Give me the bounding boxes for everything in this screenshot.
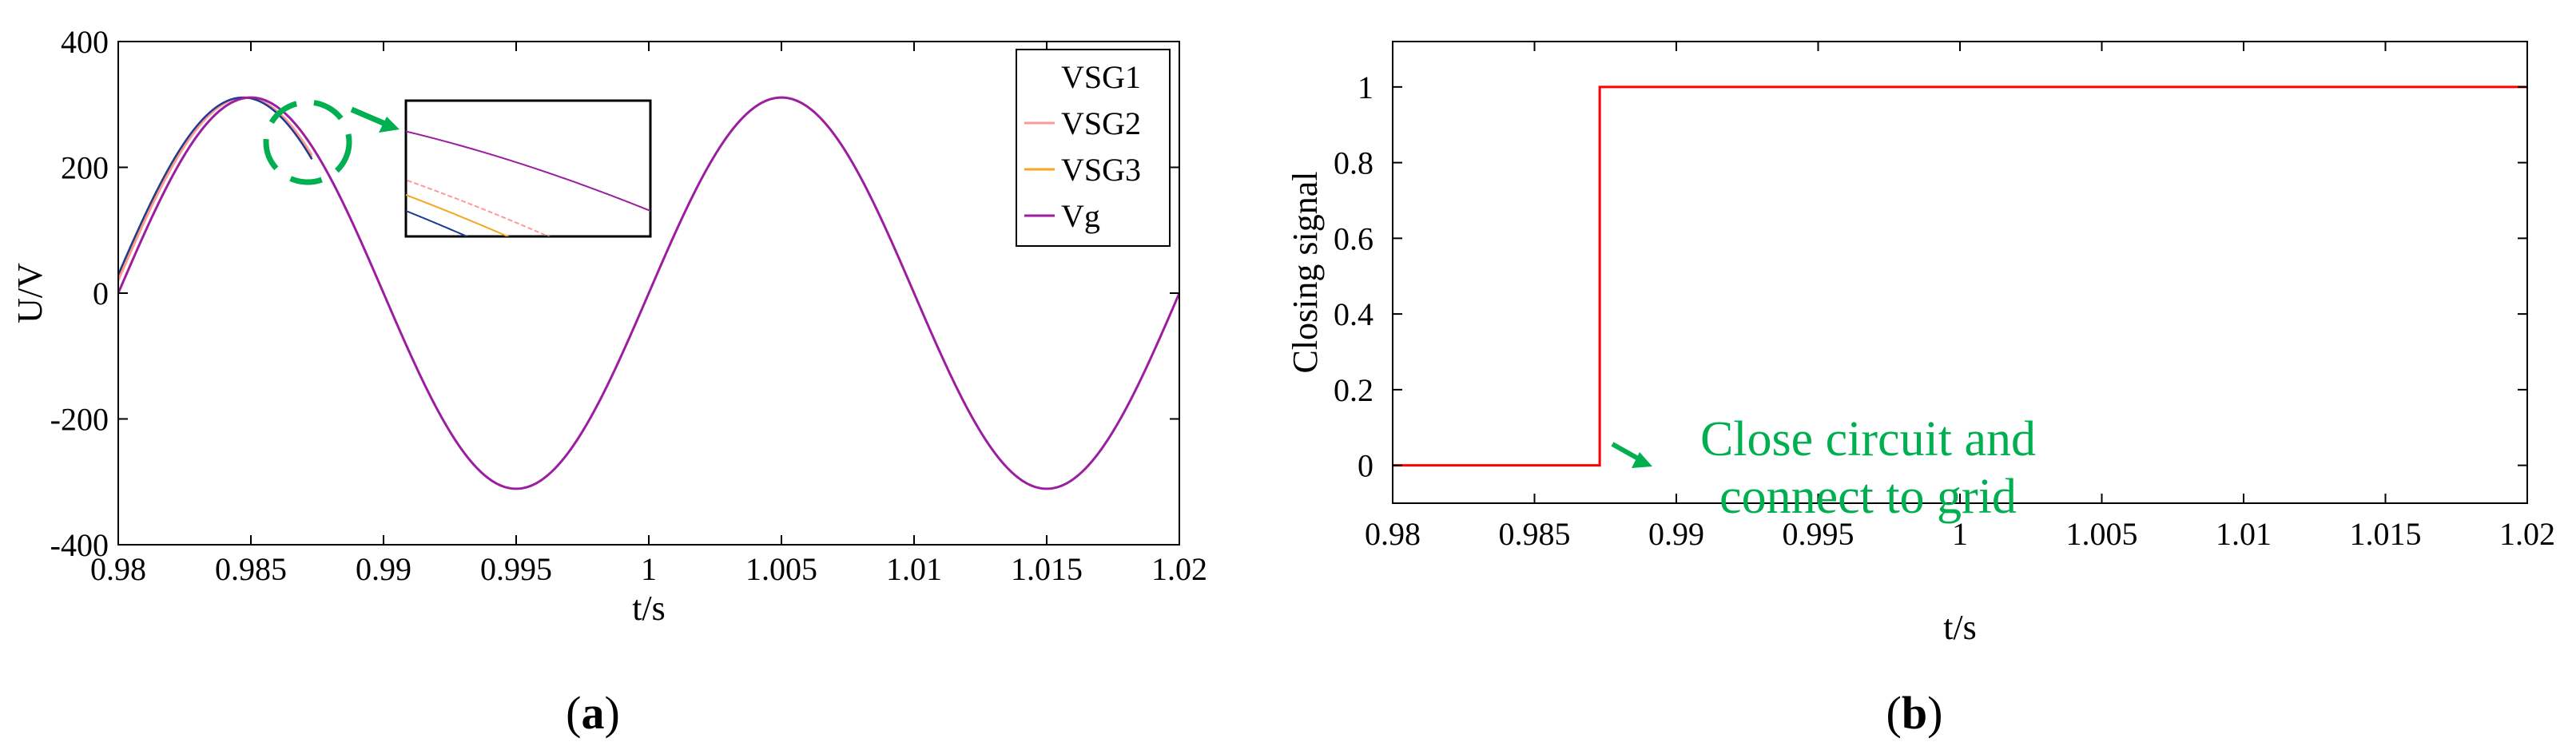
x-tick-label: 1.02: [1151, 551, 1207, 587]
panel-b-x-ticks: 0.98 0.985 0.99 0.995 1 1.005 1.01 1.015 1.02: [1365, 42, 2555, 552]
y-tick-label: 0: [93, 276, 109, 312]
legend-label-vsg2: VSG2: [1061, 105, 1141, 141]
annotation-line-2: connect to grid: [1719, 470, 2017, 524]
x-tick-label: 1.01: [2216, 516, 2272, 552]
x-tick-label: 0.98: [90, 551, 146, 587]
inset-line-vsg1: [406, 209, 469, 236]
panel-b-x-axis-label: t/s: [1943, 608, 1977, 647]
x-tick-label: 1.01: [886, 551, 942, 587]
y-tick-label: 0.2: [1334, 372, 1373, 408]
y-tick-label: 1: [1358, 69, 1373, 105]
inset-line-vg: [406, 130, 650, 212]
legend-box: [1016, 49, 1171, 247]
y-tick-label: 0.4: [1334, 296, 1373, 332]
y-tick-label: 0.8: [1334, 145, 1373, 181]
annotation-line-1: Close circuit and: [1700, 412, 2036, 466]
y-tick-label: 0.6: [1334, 220, 1373, 256]
legend: VSG1 VSG2 VSG3 Vg: [1016, 49, 1171, 247]
zoom-inset: [404, 99, 652, 238]
x-tick-label: 1.015: [2350, 516, 2422, 552]
y-tick-label: -200: [50, 402, 109, 438]
panel-label-a: (a): [566, 687, 620, 739]
legend-label-vsg3: VSG3: [1061, 152, 1141, 188]
panel-a-x-ticks: 0.98 0.985 0.99 0.995 1 1.005 1.01 1.015 1.02: [90, 42, 1207, 587]
x-tick-label: 0.995: [1783, 516, 1854, 552]
zoom-highlight-circle: [263, 99, 352, 185]
x-tick-label: 1.02: [2499, 516, 2555, 552]
x-tick-label: 1: [641, 551, 657, 587]
y-tick-label: 200: [61, 150, 109, 186]
series-line-vsg2: [118, 96, 313, 282]
panel-label-b: (b): [1886, 687, 1943, 739]
panel-b-closing-signal-chart: 0.98 0.985 0.99 0.995 1 1.005 1.01 1.015 1.02 00…: [1286, 41, 2555, 739]
x-tick-label: 1.005: [2066, 516, 2138, 552]
series-line-vsg3: [118, 96, 313, 279]
x-tick-label: 0.985: [215, 551, 287, 587]
zoom-inset-plot: [406, 130, 650, 236]
panel-a-y-ticks: -400 -200 0 200 400: [50, 24, 1179, 563]
zoom-arrow: [350, 106, 400, 133]
x-tick-label: 0.99: [1648, 516, 1704, 552]
x-tick-label: 1.005: [745, 551, 817, 587]
panel-b-y-ticks: 0 0.2 0.4 0.6 0.8 1: [1334, 69, 2527, 484]
legend-label-vsg1: VSG1: [1061, 59, 1141, 95]
x-tick-label: 0.99: [356, 551, 411, 587]
closing-signal-line: [1393, 85, 2527, 467]
grid-connect-arrow: [1611, 442, 1652, 468]
panel-a-y-axis-label: U/V: [10, 263, 50, 323]
zoom-inset-box: [404, 99, 652, 238]
inset-line-vsg2: [406, 179, 551, 236]
panel-b-plot-area: [1393, 85, 2527, 467]
y-tick-label: 400: [61, 24, 109, 60]
panel-b-y-axis-label: Closing signal: [1286, 171, 1325, 373]
panel-a-voltage-chart: 0.98 0.985 0.99 0.995 1 1.005 1.01 1.015 1.02 -4…: [10, 24, 1207, 739]
inset-line-vsg3: [406, 194, 510, 236]
x-tick-label: 0.98: [1365, 516, 1421, 552]
series-line-vsg1: [118, 96, 313, 276]
x-tick-label: 0.985: [1499, 516, 1571, 552]
y-tick-label: 0: [1358, 448, 1373, 484]
series-line-vg: [118, 96, 1179, 490]
x-tick-label: 0.995: [480, 551, 552, 587]
panel-a-x-axis-label: t/s: [632, 589, 666, 628]
y-tick-label: -400: [50, 527, 109, 563]
legend-label-vg: Vg: [1061, 198, 1100, 234]
x-tick-label: 1.015: [1011, 551, 1083, 587]
x-tick-label: 1: [1952, 516, 1968, 552]
